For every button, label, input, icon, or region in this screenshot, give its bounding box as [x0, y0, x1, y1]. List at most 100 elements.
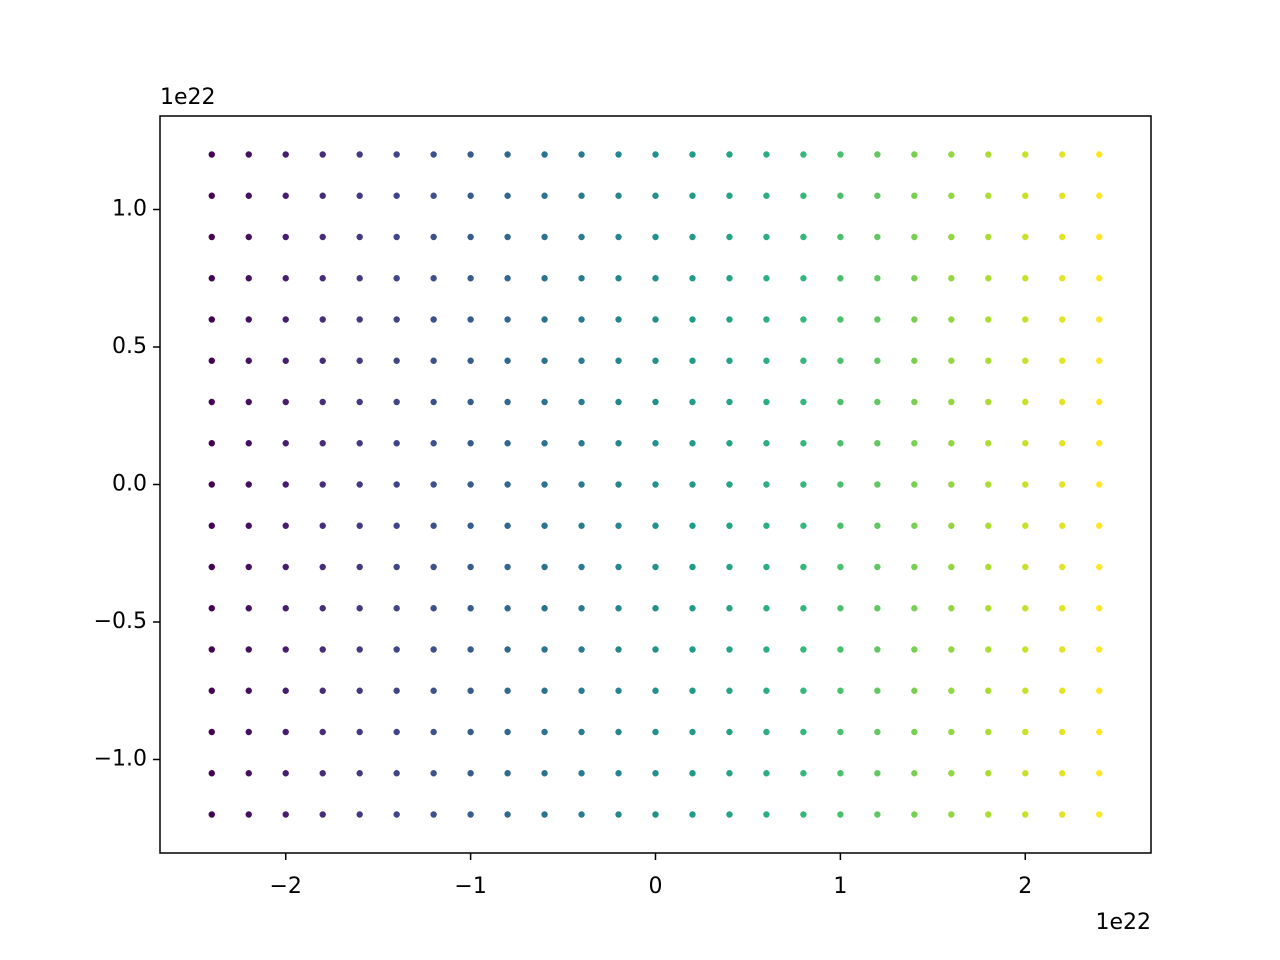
scatter-point: [467, 605, 474, 612]
scatter-point: [578, 233, 585, 241]
scatter-point: [430, 398, 437, 406]
scatter-point: [911, 522, 918, 529]
scatter-point: [652, 192, 659, 199]
scatter-point: [615, 398, 622, 406]
scatter-point: [689, 316, 696, 323]
scatter-point: [615, 316, 622, 323]
scatter-point: [800, 646, 807, 653]
scatter-point: [245, 563, 252, 571]
scatter-point: [1096, 646, 1103, 653]
scatter-point: [911, 398, 918, 406]
scatter-point: [356, 192, 363, 199]
scatter-point: [504, 316, 511, 323]
scatter-point: [1096, 811, 1103, 818]
scatter-point: [541, 481, 548, 488]
scatter-point: [319, 646, 326, 653]
scatter-point: [911, 316, 918, 323]
scatter-point: [726, 728, 733, 736]
scatter-point: [245, 440, 252, 447]
scatter-point: [911, 192, 918, 199]
scatter-point: [948, 687, 955, 694]
scatter-point: [985, 605, 992, 612]
scatter-point: [1059, 646, 1066, 653]
scatter-point: [837, 398, 844, 406]
scatter-point: [393, 440, 400, 447]
scatter-point: [504, 811, 511, 818]
scatter-point: [393, 316, 400, 323]
scatter-point: [615, 728, 622, 736]
scatter-point: [726, 646, 733, 653]
scatter-point: [652, 605, 659, 612]
scatter-point: [1059, 151, 1066, 158]
scatter-point: [874, 316, 881, 323]
scatter-point: [689, 522, 696, 529]
scatter-point: [578, 357, 585, 364]
scatter-point: [578, 481, 585, 488]
scatter-point: [430, 646, 437, 653]
scatter-point: [615, 192, 622, 199]
scatter-point: [430, 605, 437, 612]
scatter-point: [1096, 440, 1103, 447]
scatter-point: [1096, 522, 1103, 529]
scatter-point: [356, 357, 363, 364]
scatter-point: [800, 481, 807, 488]
scatter-point: [541, 357, 548, 364]
scatter-point: [1022, 275, 1029, 282]
scatter-point: [615, 605, 622, 612]
scatter-point: [985, 811, 992, 818]
scatter-point: [1022, 481, 1029, 488]
scatter-point: [1096, 357, 1103, 364]
scatter-point: [837, 687, 844, 694]
scatter-point: [1022, 687, 1029, 694]
scatter-point: [393, 563, 400, 571]
scatter-point: [208, 563, 215, 571]
scatter-point: [1096, 398, 1103, 406]
scatter-point: [615, 770, 622, 777]
scatter-point: [726, 233, 733, 241]
y-tick-label: −1.0: [94, 747, 147, 772]
scatter-point: [245, 481, 252, 488]
scatter-point: [356, 481, 363, 488]
scatter-point: [356, 728, 363, 736]
scatter-point: [689, 357, 696, 364]
scatter-point: [430, 481, 437, 488]
scatter-point: [985, 357, 992, 364]
scatter-point: [393, 398, 400, 406]
scatter-point: [726, 357, 733, 364]
scatter-point: [652, 811, 659, 818]
scatter-point: [541, 646, 548, 653]
scatter-point: [689, 563, 696, 571]
scatter-point: [208, 605, 215, 612]
scatter-point: [356, 522, 363, 529]
scatter-point: [467, 687, 474, 694]
scatter-point: [393, 728, 400, 736]
scatter-point: [874, 646, 881, 653]
scatter-point: [689, 440, 696, 447]
scatter-point: [874, 770, 881, 777]
scatter-point: [911, 563, 918, 571]
scatter-point: [985, 563, 992, 571]
scatter-point: [282, 605, 289, 612]
scatter-point: [245, 728, 252, 736]
scatter-point: [615, 357, 622, 364]
scatter-point: [763, 522, 770, 529]
scatter-point: [504, 728, 511, 736]
scatter-point: [763, 770, 770, 777]
scatter-point: [282, 770, 289, 777]
scatter-point: [393, 522, 400, 529]
scatter-point: [911, 605, 918, 612]
scatter-point: [874, 398, 881, 406]
scatter-point: [763, 192, 770, 199]
scatter-point: [874, 192, 881, 199]
scatter-point: [245, 605, 252, 612]
scatter-point: [615, 646, 622, 653]
scatter-point: [1096, 605, 1103, 612]
scatter-point: [1059, 398, 1066, 406]
scatter-point: [319, 605, 326, 612]
scatter-point: [356, 563, 363, 571]
scatter-point: [726, 316, 733, 323]
scatter-point: [615, 151, 622, 158]
scatter-point: [282, 646, 289, 653]
scatter-point: [1059, 233, 1066, 241]
scatter-point: [356, 770, 363, 777]
